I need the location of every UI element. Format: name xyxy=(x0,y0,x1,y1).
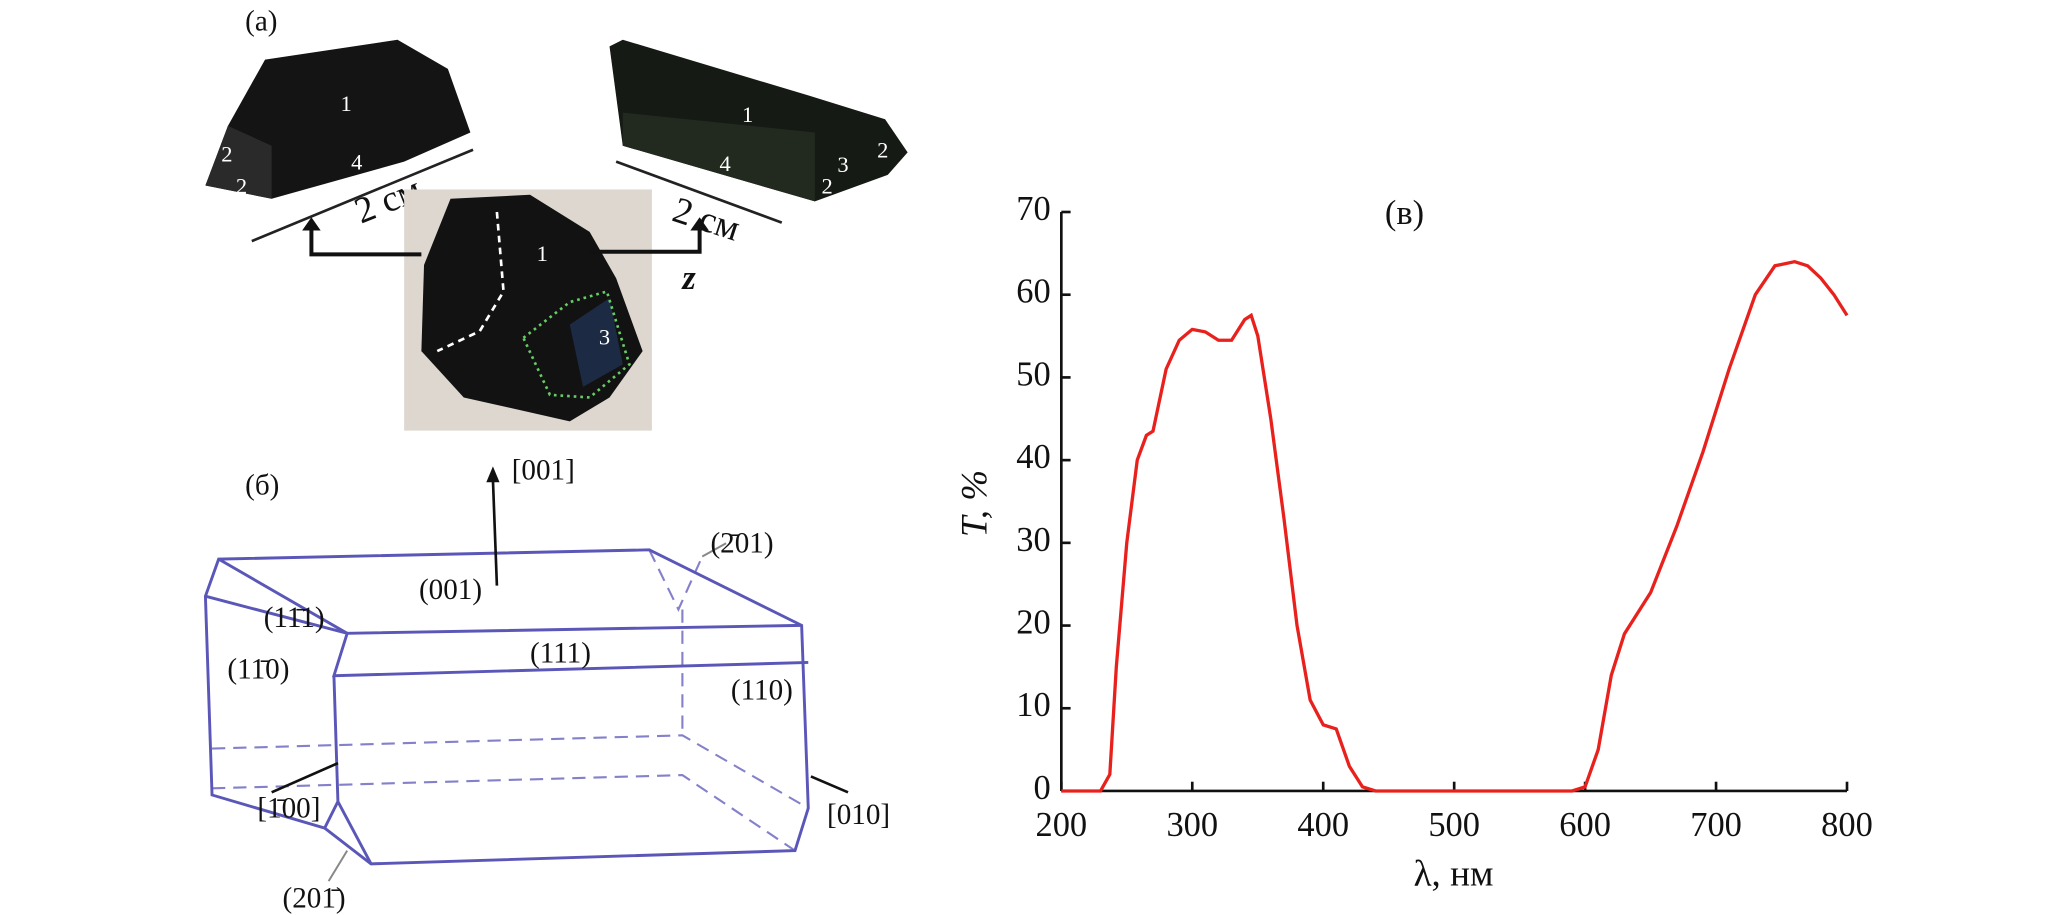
x-tick-label: 800 xyxy=(1821,806,1873,844)
face-label: (110) xyxy=(731,675,793,707)
x-tick-label: 500 xyxy=(1428,806,1480,844)
direction-label: [010] xyxy=(827,799,890,831)
arrow xyxy=(309,225,422,257)
y-tick-label: 10 xyxy=(1016,686,1050,724)
crystal-face xyxy=(205,125,272,199)
face-label: 2 xyxy=(877,138,888,163)
face-label: 1 xyxy=(341,91,352,116)
arrow xyxy=(589,225,702,254)
edge-marker xyxy=(436,211,505,353)
y-tick-label: 20 xyxy=(1016,603,1050,641)
line-series xyxy=(1061,259,1849,793)
face-label: (11̄1) xyxy=(264,602,325,634)
scale-bar xyxy=(615,160,783,224)
scale-bar xyxy=(251,148,474,243)
y-tick-label: 40 xyxy=(1016,438,1050,476)
crystal-face xyxy=(622,112,815,202)
face-label: (201̄) xyxy=(283,883,346,915)
face-label: 1 xyxy=(742,102,753,127)
face-label: 2 xyxy=(822,173,833,198)
y-tick-label: 70 xyxy=(1016,190,1050,228)
y-axis-label: T, % xyxy=(954,470,995,537)
x-tick-label: 600 xyxy=(1559,806,1611,844)
y-tick-label: 0 xyxy=(1034,769,1051,807)
x-tick-label: 200 xyxy=(1035,806,1087,844)
face-label: (2̄01) xyxy=(710,528,773,560)
y-tick-label: 60 xyxy=(1016,273,1050,311)
face-label: 4 xyxy=(351,149,362,174)
scale-label: 2 см xyxy=(668,190,745,250)
face-label: (111) xyxy=(530,638,591,670)
direction-arrow xyxy=(271,761,339,794)
face-label: (001) xyxy=(419,574,482,606)
arrowhead xyxy=(302,217,321,231)
face-label: (11̄0) xyxy=(227,653,289,685)
x-tick-label: 300 xyxy=(1166,806,1218,844)
edge-marker xyxy=(522,289,631,399)
leader-line xyxy=(701,542,727,558)
panel-label: (б) xyxy=(245,469,279,501)
y-tick-label: 30 xyxy=(1016,521,1050,559)
arrowhead xyxy=(486,466,500,483)
arrowhead xyxy=(690,217,709,231)
face-label: 2 xyxy=(221,142,232,167)
panel-label: (a) xyxy=(245,6,277,38)
axis-label: z xyxy=(681,259,696,297)
face-label: 1 xyxy=(537,241,548,266)
direction-label: [001] xyxy=(512,455,575,487)
leader-line xyxy=(327,850,349,882)
face-label: 2 xyxy=(236,173,247,198)
face-label: 4 xyxy=(719,151,730,176)
x-tick-label: 400 xyxy=(1297,806,1349,844)
crystal-diagram xyxy=(203,548,810,866)
direction-label: [1̄00] xyxy=(257,793,320,825)
panel-label: (в) xyxy=(1385,194,1424,232)
x-axis-label: λ, нм xyxy=(1414,854,1494,895)
face-label: 3 xyxy=(837,152,848,177)
y-tick-label: 50 xyxy=(1016,355,1050,393)
x-tick-label: 700 xyxy=(1690,806,1742,844)
face-label: 3 xyxy=(599,324,610,349)
crystal-face xyxy=(569,298,623,387)
direction-arrow xyxy=(491,479,499,586)
direction-arrow xyxy=(810,775,849,794)
